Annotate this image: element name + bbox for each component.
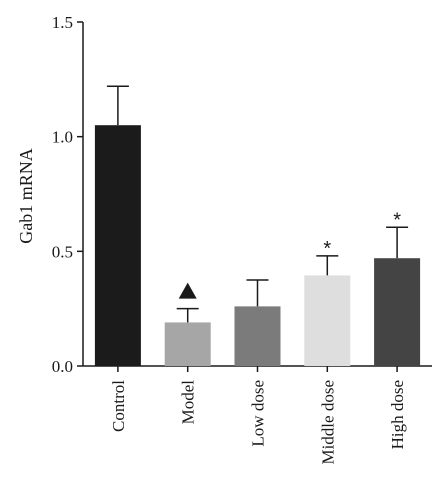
y-axis-title: Gab1 mRNA: [16, 148, 36, 244]
bar: [234, 306, 281, 366]
bar: [164, 322, 211, 366]
y-tick-label: 1.5: [52, 13, 73, 32]
significance-star: *: [323, 238, 331, 260]
x-tick-label: Model: [179, 380, 198, 425]
bar: [304, 275, 351, 366]
significance-triangle: [178, 282, 197, 299]
bar: [94, 125, 141, 366]
bar: [374, 258, 421, 366]
x-tick-label: Middle dose: [318, 380, 337, 465]
plot-area: 0.0 0.5 1.0 1.5 Control Model Low dose Middle d…: [52, 13, 432, 465]
y-tick-label: 1.0: [52, 128, 73, 147]
x-tick-label: Low dose: [249, 380, 268, 447]
significance-star: *: [393, 209, 401, 231]
y-tick-label: 0.0: [52, 357, 73, 376]
x-tick-label: Control: [109, 380, 128, 432]
y-tick-label: 0.5: [52, 242, 73, 261]
x-tick-label: High dose: [388, 380, 407, 449]
